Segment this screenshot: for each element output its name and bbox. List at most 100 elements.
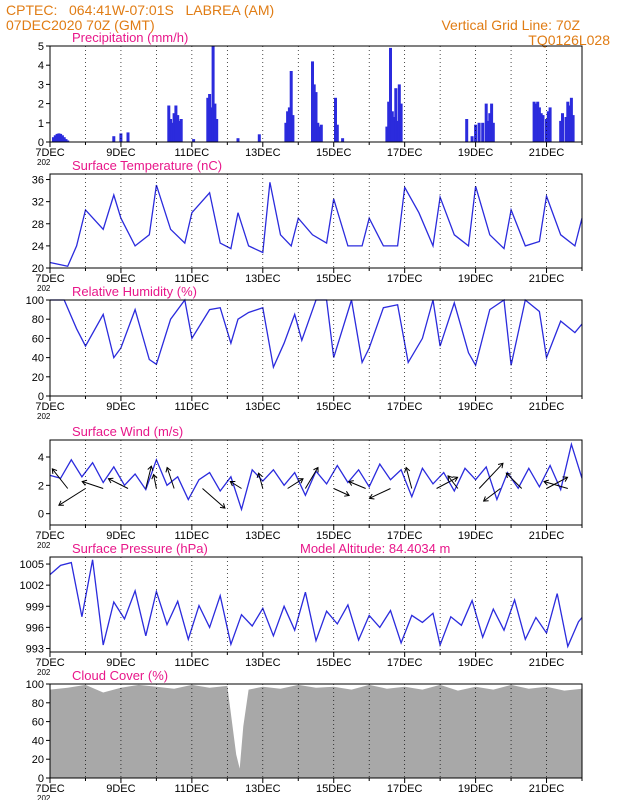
wind-arrow-head: [58, 500, 64, 506]
precip-bar: [192, 139, 196, 142]
y-tick-label: 0: [38, 773, 44, 785]
wind-arrow-head: [147, 465, 154, 472]
x-tick-label: 11DEC: [175, 273, 210, 285]
precip-bar: [59, 133, 63, 142]
precip-bar: [334, 97, 337, 142]
x-tick-label: 13DEC: [245, 273, 281, 285]
precip-bar: [206, 97, 210, 142]
precip-bar: [319, 124, 323, 142]
x-tick-label: 9DEC: [106, 401, 135, 413]
precip-bar: [548, 107, 552, 142]
precip-bar: [167, 105, 171, 142]
wind-arrow: [333, 488, 350, 496]
precip-bar: [174, 105, 178, 142]
wind-arrow: [436, 476, 458, 489]
panel-frame: [49, 556, 583, 653]
precip-bar: [385, 126, 389, 142]
y-tick-label: 1: [38, 118, 44, 130]
y-tick-label: 80: [32, 314, 44, 326]
precip-bar: [286, 111, 290, 142]
x-tick-label: 17DEC: [387, 657, 423, 669]
x-tick-label: 7DEC: [35, 530, 64, 542]
wind-arrow: [405, 467, 413, 489]
wind-arrow: [82, 481, 104, 489]
y-tick-label: 36: [32, 175, 44, 187]
wind-arrow: [543, 481, 568, 489]
x-tick-label: 11DEC: [175, 147, 210, 159]
precip-bar: [119, 133, 123, 142]
x-tick-label: 21DEC: [529, 147, 565, 159]
x-tick-label: 21DEC: [529, 401, 565, 413]
precip-bar: [536, 101, 540, 142]
precip-bar: [316, 122, 320, 142]
precip-bar: [488, 113, 492, 142]
precip-bar: [490, 103, 494, 142]
precip-bar: [215, 119, 219, 142]
precip-bar: [176, 115, 180, 142]
panel-frame: [49, 45, 583, 143]
x-year-label: 202: [37, 541, 51, 550]
y-tick-label: 100: [26, 295, 44, 307]
panel-title: Surface Wind (m/s): [72, 424, 183, 439]
x-tick-label: 11DEC: [175, 401, 210, 413]
y-tick-label: 40: [32, 353, 44, 365]
precip-bar: [465, 119, 469, 142]
x-year-label: 202: [37, 412, 51, 421]
x-tick-label: 9DEC: [106, 783, 135, 795]
wind-arrow: [505, 472, 523, 489]
y-tick-label: 2: [38, 480, 44, 492]
y-tick-label: 60: [32, 717, 44, 729]
precip-bar: [559, 120, 563, 142]
series-line-4: [49, 559, 583, 649]
grid-line-note: Vertical Grid Line: 70Z: [441, 17, 580, 33]
wind-arrow-head: [497, 462, 504, 469]
precip-bar: [126, 132, 130, 142]
wind-arrow: [153, 474, 157, 489]
y-tick-label: 20: [32, 372, 44, 384]
wind-arrow: [108, 478, 129, 489]
wind-arrow-head: [313, 466, 319, 473]
panel-title: Precipitation (mm/h): [72, 30, 188, 45]
wind-arrow: [166, 467, 175, 489]
wind-arrow-head: [256, 472, 263, 479]
precip-bar: [55, 133, 59, 142]
precip-bar: [539, 113, 543, 142]
x-tick-label: 21DEC: [529, 273, 565, 285]
wind-arrow-head: [107, 477, 114, 484]
x-year-label: 202: [37, 158, 51, 167]
y-tick-label: 4: [38, 452, 44, 464]
precip-bar: [568, 105, 572, 142]
precip-bar: [477, 122, 481, 142]
precip-bar: [397, 84, 401, 142]
panel-title: Surface Temperature (nC): [72, 158, 222, 173]
wind-arrow: [202, 488, 226, 509]
x-year-label: 202: [37, 668, 51, 677]
precip-bar: [62, 137, 66, 142]
panel-frame: [49, 173, 583, 269]
model-code: TQ0126L028: [528, 32, 610, 48]
series-line-1: [49, 182, 583, 268]
wind-arrow-head: [368, 493, 375, 500]
x-year-label: 202: [37, 284, 51, 293]
x-tick-label: 13DEC: [245, 657, 281, 669]
y-tick-label: 3: [38, 79, 44, 91]
y-tick-label: 40: [32, 735, 44, 747]
wind-arrow-head: [404, 466, 411, 473]
precip-bar: [169, 119, 173, 142]
precip-bar: [311, 61, 314, 142]
x-tick-label: 15DEC: [316, 401, 352, 413]
precip-bar: [541, 115, 545, 142]
x-tick-label: 19DEC: [458, 273, 494, 285]
precip-bar: [179, 119, 183, 142]
x-tick-label: 13DEC: [245, 147, 281, 159]
wind-arrow-head: [229, 480, 236, 487]
panel-annotation: Model Altitude: 84.4034 m: [300, 541, 450, 556]
x-tick-label: 11DEC: [175, 530, 210, 542]
series-line-2: [50, 298, 583, 370]
cloud-cover-area: [50, 684, 582, 778]
x-tick-label: 15DEC: [316, 273, 352, 285]
wind-arrow-head: [219, 503, 226, 509]
y-tick-label: 5: [38, 41, 44, 53]
precip-bar: [287, 107, 291, 142]
